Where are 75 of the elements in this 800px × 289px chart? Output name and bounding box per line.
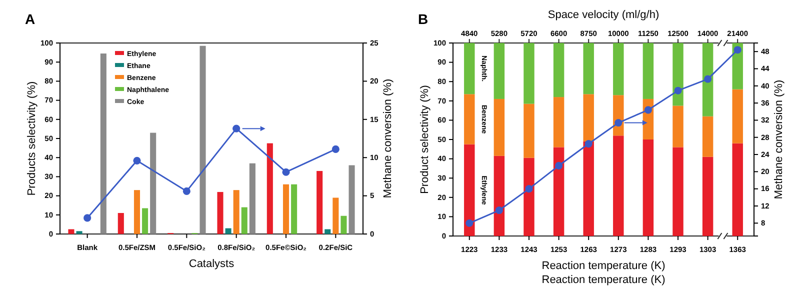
bar [583, 43, 594, 94]
bar [494, 156, 505, 236]
text: B [418, 11, 428, 27]
bar [732, 89, 743, 144]
bar [332, 198, 339, 234]
bar [150, 132, 156, 234]
point [525, 185, 533, 193]
bar [702, 156, 714, 236]
bar [494, 43, 505, 99]
bar [324, 229, 331, 234]
point [555, 162, 563, 170]
bar [494, 98, 505, 156]
point [495, 206, 503, 214]
bar [68, 229, 74, 234]
bar [553, 97, 564, 148]
bar [524, 104, 534, 158]
bar [553, 43, 564, 98]
y-axis-title: Products selectivity (%) [26, 81, 38, 196]
bar [583, 94, 594, 142]
bar [348, 165, 355, 234]
bar [524, 158, 534, 236]
point [704, 75, 712, 83]
bar [316, 170, 323, 234]
bar [642, 43, 654, 99]
bar [642, 140, 654, 236]
point [734, 46, 742, 54]
y2-axis-title: Methane conversion (%) [382, 78, 394, 198]
x2-axis-title: Space velocity (ml/g/h) [548, 9, 660, 21]
bar [672, 43, 684, 106]
bar [76, 231, 82, 234]
bar [217, 192, 224, 234]
bar [142, 208, 148, 234]
point [232, 124, 240, 132]
bar [613, 136, 624, 236]
bar [583, 141, 594, 236]
bar [266, 143, 273, 234]
bar [464, 43, 475, 94]
y2-axis-title: Methane conversion (%) [773, 80, 785, 200]
bar [464, 94, 475, 144]
bar [553, 147, 564, 236]
bar [702, 43, 714, 116]
bar [672, 106, 684, 148]
point [182, 187, 190, 195]
bar [134, 190, 140, 234]
point [466, 219, 474, 227]
bar [732, 143, 743, 236]
bar [225, 228, 232, 234]
x-axis-title: Reaction temperature (K) [542, 260, 666, 272]
bar [464, 144, 475, 236]
bar [118, 212, 124, 234]
point [584, 140, 592, 148]
y-axis-title: Product selectivity (%) [419, 85, 431, 194]
point [614, 118, 622, 127]
point [84, 214, 92, 222]
bar [282, 184, 290, 234]
bar [200, 46, 206, 234]
bar [524, 43, 534, 104]
point [644, 106, 652, 114]
bar [249, 163, 256, 234]
text: A [25, 11, 36, 27]
point [674, 86, 682, 94]
x-axis-title: Catalysts [188, 258, 235, 270]
point [133, 156, 141, 164]
point [282, 168, 290, 176]
bar [100, 54, 106, 234]
bar [291, 184, 298, 234]
bar [732, 43, 743, 90]
bar [672, 147, 684, 236]
point [332, 145, 340, 153]
bar [613, 43, 624, 96]
bar [241, 207, 248, 234]
bar [702, 116, 714, 157]
text: Reaction temperature (K) [542, 274, 666, 286]
bar [340, 216, 347, 234]
bar [233, 190, 240, 234]
